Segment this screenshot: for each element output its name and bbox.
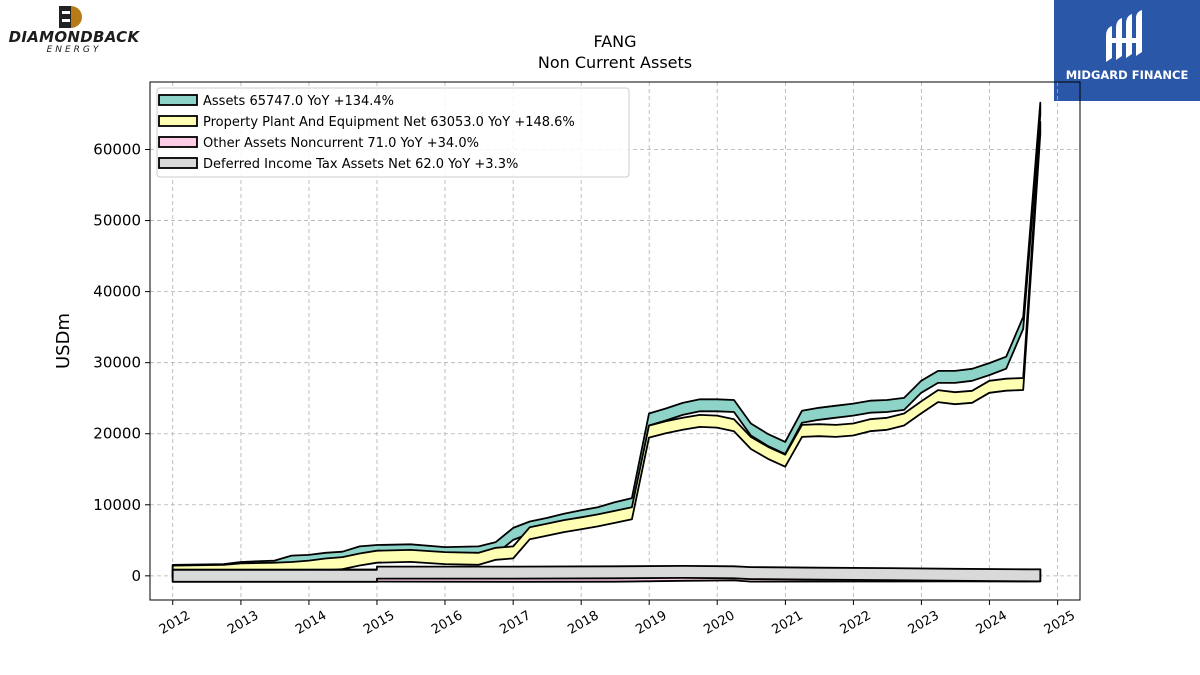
midgard-finance-logo: MIDGARD FINANCE bbox=[1054, 0, 1200, 101]
legend-label: Other Assets Noncurrent 71.0 YoY +34.0% bbox=[203, 136, 479, 151]
chart-subtitle: Non Current Assets bbox=[538, 53, 692, 72]
midgard-brand-text: MIDGARD FINANCE bbox=[1065, 68, 1189, 82]
x-tick-label: 2025 bbox=[1042, 608, 1078, 638]
legend-swatch bbox=[158, 115, 198, 127]
y-tick-label: 50000 bbox=[93, 212, 141, 230]
x-tick-label: 2023 bbox=[906, 608, 942, 638]
legend: Assets 65747.0 YoY +134.4% Property Plant… bbox=[156, 87, 630, 178]
legend-swatch bbox=[158, 136, 198, 148]
x-tick-label: 2015 bbox=[361, 608, 397, 638]
diamondback-subword: ENERGY bbox=[46, 45, 102, 55]
series-band-2 bbox=[171, 120, 1042, 579]
y-axis-label: USDm bbox=[53, 313, 74, 369]
diamondback-emblem-icon bbox=[59, 6, 82, 28]
midgard-emblem-icon bbox=[1106, 10, 1142, 62]
plot-frame bbox=[149, 81, 1081, 601]
legend-label: Property Plant And Equipment Net 63053.0… bbox=[203, 115, 575, 130]
y-tick-label: 20000 bbox=[93, 425, 141, 443]
legend-swatch bbox=[158, 94, 198, 106]
series-layer bbox=[171, 101, 1042, 583]
x-tick-label: 2017 bbox=[497, 608, 533, 638]
diamondback-logo: DIAMONDBACK ENERGY bbox=[4, 4, 144, 56]
legend-box bbox=[156, 87, 630, 178]
series-band-1 bbox=[171, 101, 1042, 578]
x-tick-label: 2018 bbox=[565, 608, 601, 638]
x-tick-label: 2020 bbox=[701, 608, 737, 638]
series-band-4 bbox=[171, 565, 1042, 583]
y-tick-label: 60000 bbox=[93, 141, 141, 159]
legend-swatch bbox=[158, 157, 198, 169]
y-tick-label: 0 bbox=[131, 567, 141, 585]
legend-label: Assets 65747.0 YoY +134.4% bbox=[203, 94, 394, 109]
diamondback-wordmark: DIAMONDBACK bbox=[8, 28, 140, 46]
chart-title: FANG bbox=[593, 32, 636, 51]
x-tick-label: 2016 bbox=[429, 608, 465, 638]
y-tick-label: 40000 bbox=[93, 283, 141, 301]
x-tick-label: 2014 bbox=[293, 608, 329, 638]
x-tick-label: 2024 bbox=[974, 608, 1010, 638]
x-tick-label: 2022 bbox=[838, 608, 874, 638]
y-tick-label: 30000 bbox=[93, 354, 141, 372]
legend-label: Deferred Income Tax Assets Net 62.0 YoY … bbox=[203, 157, 518, 172]
x-tick-label: 2012 bbox=[157, 608, 193, 638]
x-tick-label: 2013 bbox=[225, 608, 261, 638]
x-tick-label: 2021 bbox=[770, 608, 806, 638]
x-tick-label: 2019 bbox=[633, 608, 669, 638]
y-tick-label: 10000 bbox=[93, 496, 141, 514]
